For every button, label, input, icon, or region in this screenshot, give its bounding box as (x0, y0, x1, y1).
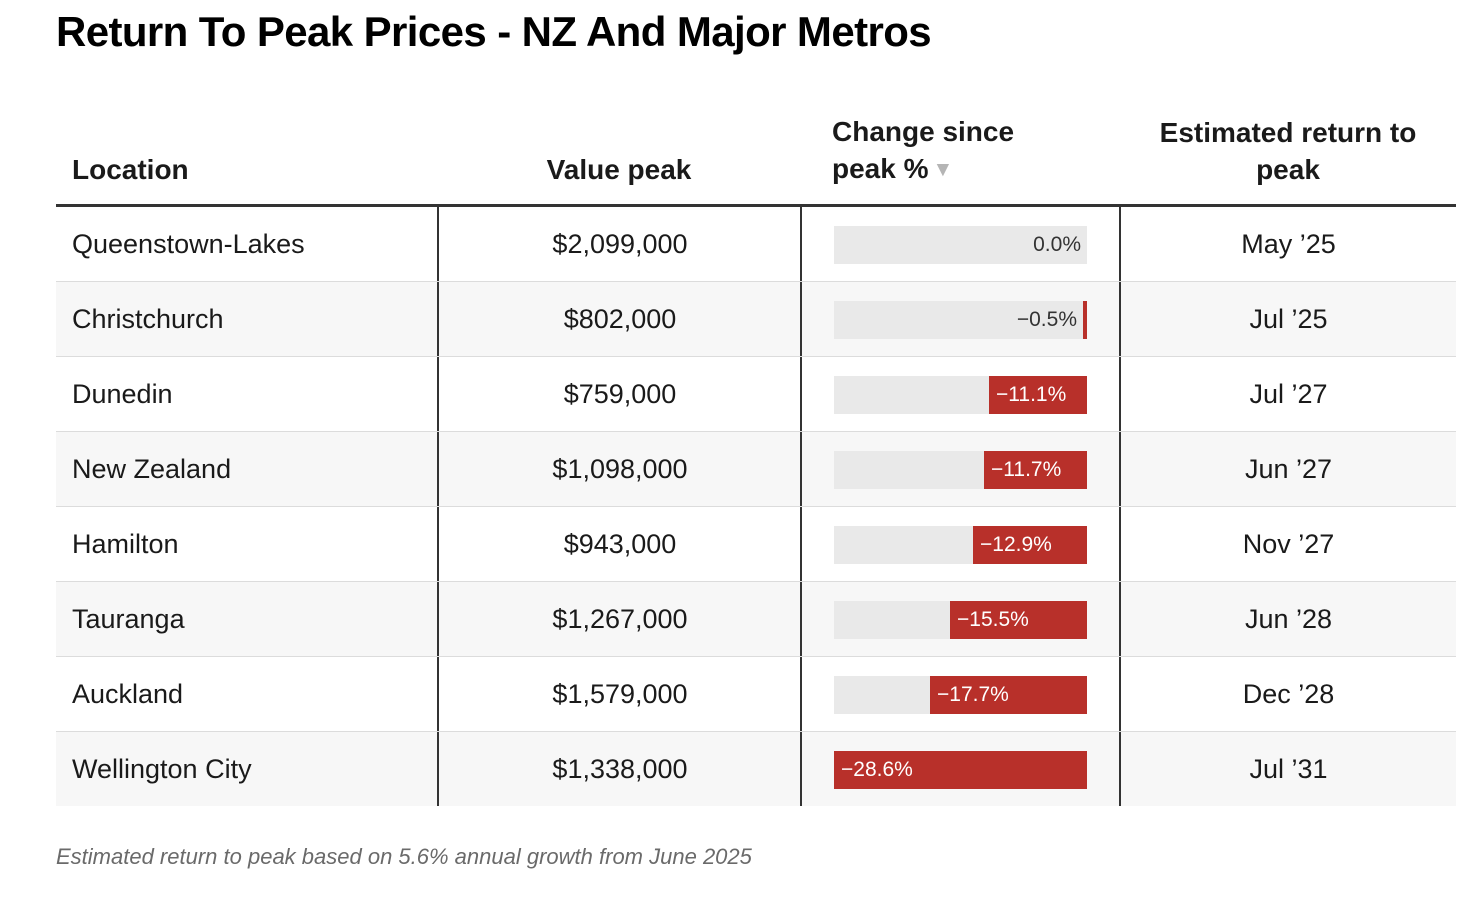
change-bar-track: −11.7% (834, 451, 1087, 489)
return-date-cell: Jul ’31 (1119, 732, 1456, 806)
change-label: −12.9% (980, 533, 1052, 556)
change-bar-track: −17.7% (834, 676, 1087, 714)
return-date-cell: Dec ’28 (1119, 657, 1456, 731)
value-peak-cell: $2,099,000 (437, 207, 801, 281)
change-label: −17.7% (937, 683, 1009, 706)
table-row: Tauranga $1,267,000 −15.5% Jun ’28 (56, 582, 1456, 657)
value-peak-cell: $1,338,000 (437, 732, 801, 806)
value-peak-cell: $1,579,000 (437, 657, 801, 731)
change-bar (1083, 301, 1087, 339)
change-cell: −17.7% (800, 657, 1120, 731)
data-table: Location Value peak Change since peak % ▼… (56, 106, 1456, 806)
change-bar (834, 751, 1087, 789)
table-row: Christchurch $802,000 −0.5% Jul ’25 (56, 282, 1456, 357)
value-peak-cell: $759,000 (437, 357, 801, 431)
table-row: New Zealand $1,098,000 −11.7% Jun ’27 (56, 432, 1456, 507)
change-bar (973, 526, 1087, 564)
change-cell: −12.9% (800, 507, 1120, 581)
change-bar-track: −11.1% (834, 376, 1087, 414)
change-bar (989, 376, 1087, 414)
return-date-cell: Jul ’27 (1119, 357, 1456, 431)
location-cell: Tauranga (72, 603, 185, 634)
column-header-value-peak[interactable]: Value peak (546, 154, 692, 185)
change-cell: 0.0% (800, 207, 1120, 281)
change-cell: −15.5% (800, 582, 1120, 656)
column-header-location[interactable]: Location (72, 154, 189, 185)
column-header-return-line2: peak (1256, 154, 1320, 185)
value-peak-cell: $1,267,000 (437, 582, 801, 656)
change-label: −0.5% (1016, 308, 1077, 331)
change-bar-track: 0.0% (834, 226, 1087, 264)
location-cell: Dunedin (72, 378, 173, 409)
table-row: Wellington City $1,338,000 −28.6% Jul ’31 (56, 732, 1456, 806)
footnote: Estimated return to peak based on 5.6% a… (56, 844, 752, 869)
location-cell: Christchurch (72, 303, 224, 334)
return-date-cell: Jul ’25 (1119, 282, 1456, 356)
table-row: Queenstown-Lakes $2,099,000 0.0% May ’25 (56, 207, 1456, 282)
column-header-change[interactable]: Change since peak % ▼ (832, 113, 1014, 188)
column-header-return[interactable]: Estimated return to peak (1120, 114, 1456, 188)
location-cell: Auckland (72, 678, 184, 709)
sort-descending-icon[interactable]: ▼ (932, 158, 954, 181)
change-bar (984, 451, 1087, 489)
change-bar-track: −0.5% (834, 301, 1087, 339)
location-cell: Queenstown-Lakes (72, 228, 305, 259)
change-bar (950, 601, 1087, 639)
change-cell: −11.7% (800, 432, 1120, 506)
change-label: −11.7% (991, 458, 1062, 481)
table-row: Dunedin $759,000 −11.1% Jul ’27 (56, 357, 1456, 432)
table-body: Queenstown-Lakes $2,099,000 0.0% May ’25 Chr… (56, 207, 1456, 806)
chart-title: Return To Peak Prices - NZ And Major Met… (56, 8, 932, 55)
value-peak-cell: $943,000 (437, 507, 801, 581)
return-date-cell: Jun ’27 (1119, 432, 1456, 506)
return-date-cell: Jun ’28 (1119, 582, 1456, 656)
return-date-cell: May ’25 (1119, 207, 1456, 281)
table-row: Hamilton $943,000 −12.9% Nov ’27 (56, 507, 1456, 582)
return-date-cell: Nov ’27 (1119, 507, 1456, 581)
column-header-change-line2: peak % (832, 153, 929, 184)
table-header: Location Value peak Change since peak % ▼… (56, 106, 1456, 207)
column-header-return-line1: Estimated return to (1159, 117, 1417, 148)
change-label: −28.6% (841, 758, 913, 781)
change-label: 0.0% (1033, 233, 1081, 256)
location-cell: Hamilton (72, 528, 179, 559)
change-bar-track: −28.6% (834, 751, 1087, 789)
change-bar-track: −12.9% (834, 526, 1087, 564)
location-cell: Wellington City (72, 753, 252, 784)
change-cell: −28.6% (800, 732, 1120, 806)
location-cell: New Zealand (72, 453, 232, 484)
table-row: Auckland $1,579,000 −17.7% Dec ’28 (56, 657, 1456, 732)
change-bar-track: −15.5% (834, 601, 1087, 639)
column-header-change-line1: Change since (832, 116, 1015, 147)
change-cell: −11.1% (800, 357, 1120, 431)
value-peak-cell: $802,000 (437, 282, 801, 356)
change-label: −15.5% (957, 608, 1029, 631)
change-cell: −0.5% (800, 282, 1120, 356)
value-peak-cell: $1,098,000 (437, 432, 801, 506)
change-bar (930, 676, 1087, 714)
change-label: −11.1% (996, 383, 1067, 406)
